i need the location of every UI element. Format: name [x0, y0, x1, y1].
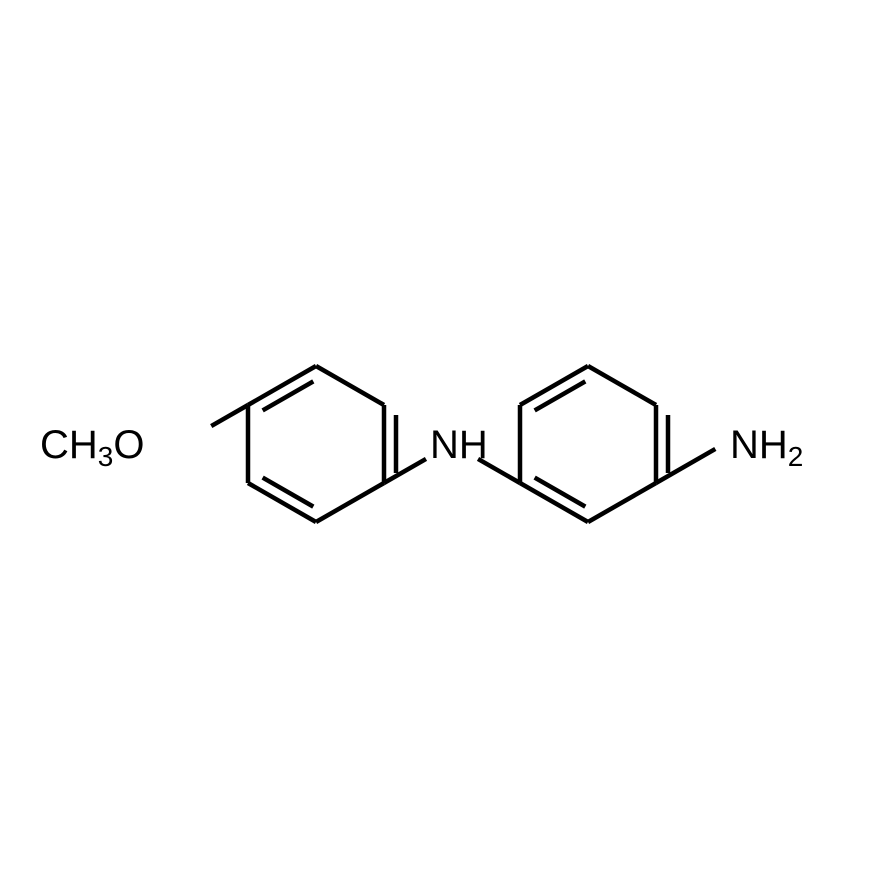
- molecule-diagram: CH3O NH NH2: [0, 0, 890, 890]
- methoxy-label: CH3O: [40, 423, 144, 472]
- primary-amine-label: NH2: [730, 423, 803, 472]
- secondary-amine-label: NH: [430, 423, 488, 467]
